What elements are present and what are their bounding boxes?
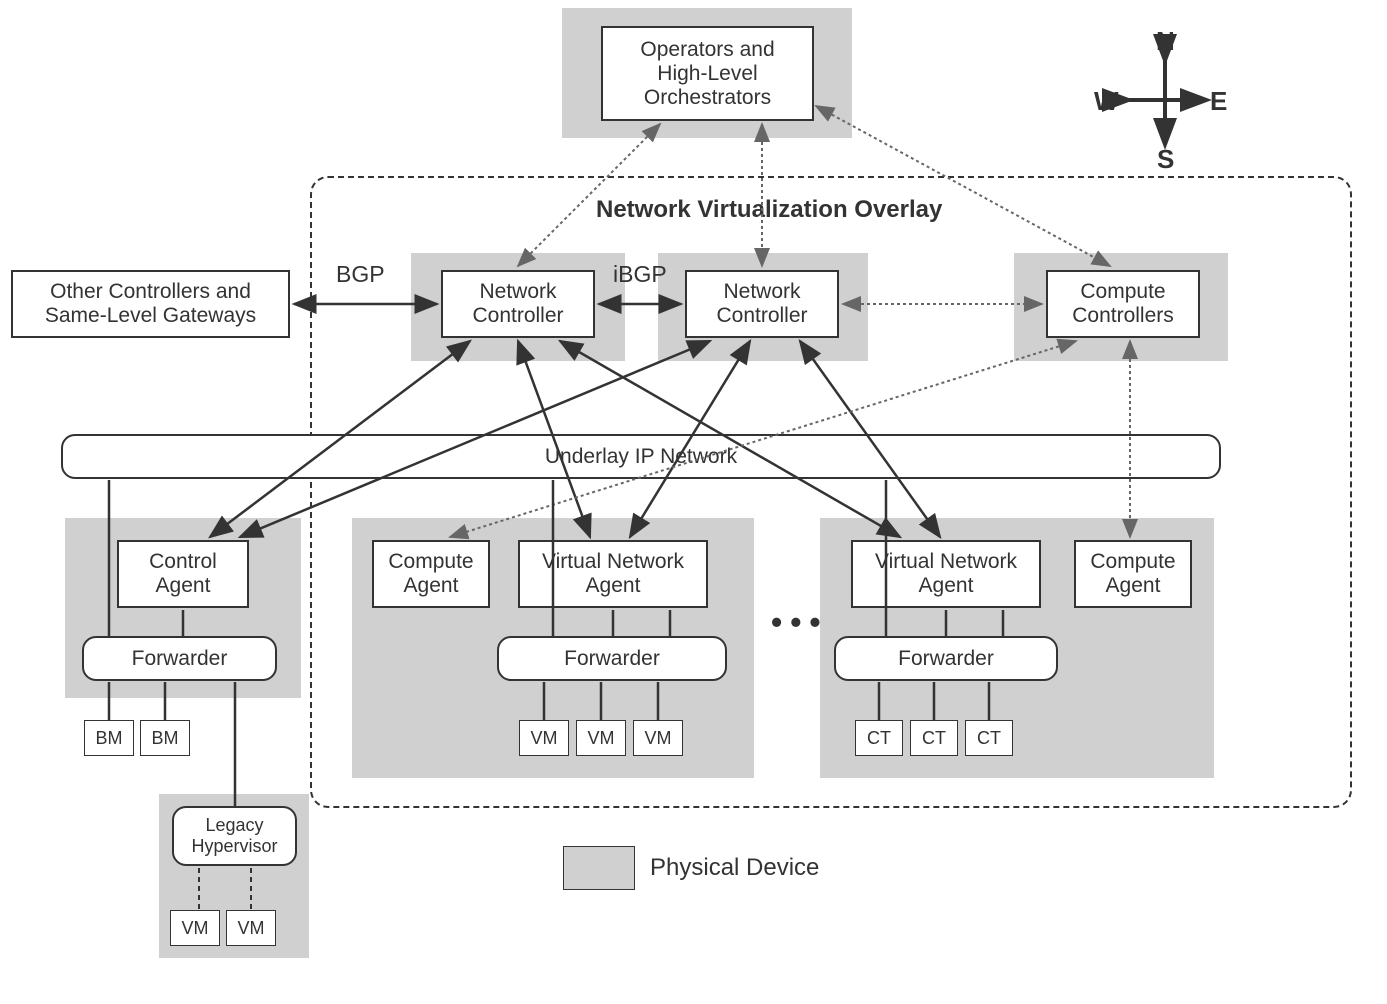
node-label: BM — [96, 728, 123, 749]
node-control-agent: Control Agent — [117, 540, 249, 608]
legend-swatch — [563, 846, 635, 890]
node-label: CT — [977, 728, 1001, 749]
node-net-ctrl-2: Network Controller — [685, 270, 839, 338]
node-legacy: Legacy Hypervisor — [172, 806, 297, 866]
node-vm-2: VM — [576, 720, 626, 756]
node-vna-1: Virtual Network Agent — [518, 540, 708, 608]
node-label: VM — [588, 728, 615, 749]
node-vm-l1: VM — [170, 910, 220, 946]
node-label: VM — [238, 918, 265, 939]
node-compute-ctrls: Compute Controllers — [1046, 270, 1200, 338]
node-label: Forwarder — [564, 647, 660, 671]
node-label: VM — [182, 918, 209, 939]
edge-label-bgp: BGP — [336, 261, 385, 288]
node-label: Virtual Network Agent — [875, 550, 1017, 598]
node-forwarder-3: Forwarder — [834, 636, 1058, 681]
node-forwarder-2: Forwarder — [497, 636, 727, 681]
node-vna-2: Virtual Network Agent — [851, 540, 1041, 608]
node-label: CT — [867, 728, 891, 749]
node-label: Network Controller — [716, 280, 807, 328]
compass-w: W — [1094, 86, 1119, 117]
node-label: Forwarder — [898, 647, 994, 671]
node-label: CT — [922, 728, 946, 749]
compass-e: E — [1210, 86, 1227, 117]
node-forwarder-1: Forwarder — [82, 636, 277, 681]
node-label: Control Agent — [149, 550, 217, 598]
node-bm-2: BM — [140, 720, 190, 756]
legend-label: Physical Device — [650, 854, 819, 882]
node-underlay: Underlay IP Network — [61, 434, 1221, 479]
node-label: Compute Controllers — [1072, 280, 1174, 328]
compass-n: N — [1156, 26, 1175, 57]
node-ct-1: CT — [855, 720, 903, 756]
node-vm-l2: VM — [226, 910, 276, 946]
node-label: Compute Agent — [388, 550, 473, 598]
node-net-ctrl-1: Network Controller — [441, 270, 595, 338]
node-label: Other Controllers and Same-Level Gateway… — [45, 280, 256, 328]
ellipsis: ••• — [771, 604, 829, 641]
node-vm-3: VM — [633, 720, 683, 756]
node-label: Legacy Hypervisor — [191, 815, 277, 857]
node-ct-2: CT — [910, 720, 958, 756]
node-vm-1: VM — [519, 720, 569, 756]
nvo-title: Network Virtualization Overlay — [596, 196, 942, 224]
node-label: Network Controller — [472, 280, 563, 328]
node-label: Virtual Network Agent — [542, 550, 684, 598]
node-label: Forwarder — [132, 647, 228, 671]
node-label: Operators and High-Level Orchestrators — [640, 38, 774, 110]
node-label: Underlay IP Network — [545, 445, 737, 469]
node-bm-1: BM — [84, 720, 134, 756]
node-other-controllers: Other Controllers and Same-Level Gateway… — [11, 270, 290, 338]
compass-icon: N S W E — [1090, 30, 1240, 170]
compass-s: S — [1157, 144, 1174, 175]
node-label: VM — [645, 728, 672, 749]
node-label: BM — [152, 728, 179, 749]
node-ct-3: CT — [965, 720, 1013, 756]
edge-label-ibgp: iBGP — [613, 261, 667, 288]
node-operators: Operators and High-Level Orchestrators — [601, 26, 814, 121]
node-label: VM — [531, 728, 558, 749]
node-compute-agent-1: Compute Agent — [372, 540, 490, 608]
node-compute-agent-2: Compute Agent — [1074, 540, 1192, 608]
node-label: Compute Agent — [1090, 550, 1175, 598]
